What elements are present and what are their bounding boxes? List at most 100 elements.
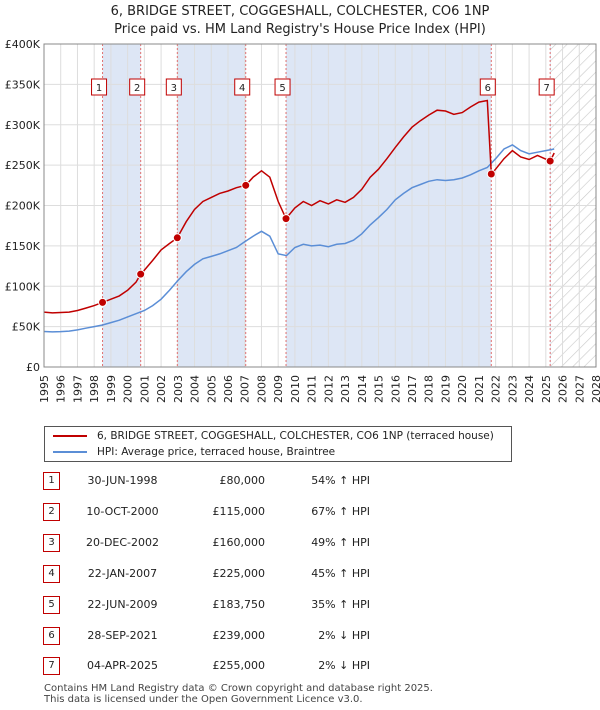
sale-hpi-change: 35% ↑ HPI: [311, 598, 370, 611]
chart-title: 6, BRIDGE STREET, COGGESHALL, COLCHESTER…: [110, 4, 490, 19]
sale-price: £160,000: [212, 536, 266, 549]
sale-point: [486, 169, 496, 179]
sale-point: [281, 214, 291, 224]
sale-label-box: 1: [91, 78, 108, 96]
y-tick-label: £400K: [5, 38, 41, 51]
x-tick-label: 2002: [155, 375, 168, 403]
price-chart: £0 £50K £100K £150K £200K £250K £300K £350K £400…: [5, 38, 600, 403]
x-tick-label: 1997: [71, 375, 84, 403]
legend-hpi-label: HPI: Average price, terraced house, Brai…: [97, 446, 336, 458]
sale-date: 22-JAN-2007: [87, 567, 158, 580]
sale-row: 2 10-OCT-2000 £115,000 67% ↑ HPI: [0, 501, 600, 525]
legend-property-label: 6, BRIDGE STREET, COGGESHALL, COLCHESTER…: [97, 430, 494, 442]
sale-price: £115,000: [212, 505, 266, 518]
sale-point: [241, 180, 251, 190]
sale-price: £225,000: [212, 567, 266, 580]
footer-licence: This data is licensed under the Open Gov…: [44, 694, 363, 705]
sale-row: 1 30-JUN-1998 £80,000 54% ↑ HPI: [0, 470, 600, 494]
sale-number-badge: 2: [43, 503, 60, 521]
sale-label-frame: [165, 78, 182, 96]
sale-row: 5 22-JUN-2009 £183,750 35% ↑ HPI: [0, 594, 600, 618]
x-tick-label: 2014: [356, 375, 369, 403]
sale-label-frame: [274, 78, 291, 96]
sale-date: 20-DEC-2002: [85, 536, 160, 549]
sale-date: 04-APR-2025: [86, 659, 159, 672]
sale-label-number: 3: [171, 83, 177, 94]
y-tick-label: £150K: [5, 240, 41, 253]
x-tick-label: 1998: [88, 375, 101, 403]
sale-label-box: 3: [165, 78, 182, 96]
sale-label-frame: [479, 78, 496, 96]
x-tick-label: 2013: [339, 375, 352, 403]
x-tick-label: 2015: [373, 375, 386, 403]
sale-label-number: 4: [239, 83, 245, 94]
sale-row: 6 28-SEP-2021 £239,000 2% ↓ HPI: [0, 625, 600, 649]
sale-point: [136, 269, 146, 279]
y-tick-label: £350K: [5, 78, 41, 91]
sale-price: £239,000: [212, 629, 266, 642]
sale-point: [545, 156, 555, 166]
sale-date: 22-JUN-2009: [87, 598, 158, 611]
x-tick-label: 2004: [189, 375, 202, 403]
x-tick-label: 2016: [389, 375, 402, 403]
sale-row: 4 22-JAN-2007 £225,000 45% ↑ HPI: [0, 563, 600, 587]
sale-label-frame: [234, 78, 251, 96]
sale-label-box: 6: [479, 78, 496, 96]
sale-label-number: 1: [96, 83, 102, 94]
x-tick-label: 2007: [239, 375, 252, 403]
sale-date: 10-OCT-2000: [86, 505, 159, 518]
y-tick-label: £250K: [5, 159, 41, 172]
x-tick-label: 2025: [540, 375, 553, 403]
x-tick-label: 2021: [473, 375, 486, 403]
x-tick-label: 2020: [456, 375, 469, 403]
footer-copyright: Contains HM Land Registry data © Crown c…: [44, 683, 433, 694]
legend-property-swatch: [53, 435, 87, 437]
sale-number-badge: 1: [43, 472, 60, 490]
sale-label-number: 2: [134, 83, 140, 94]
sale-hpi-change: 45% ↑ HPI: [311, 567, 370, 580]
sale-hpi-change: 2% ↓ HPI: [318, 659, 370, 672]
x-tick-label: 2022: [490, 375, 503, 403]
x-tick-label: 2010: [289, 375, 302, 403]
sale-label-number: 6: [485, 83, 491, 94]
sale-label-number: 5: [279, 83, 285, 94]
y-tick-label: £0: [26, 361, 40, 374]
x-tick-label: 2027: [573, 375, 586, 403]
x-tick-label: 2024: [523, 375, 536, 403]
x-tick-label: 2017: [406, 375, 419, 403]
sale-label-box: 4: [234, 78, 251, 96]
sale-date: 28-SEP-2021: [87, 629, 158, 642]
x-tick-label: 2026: [557, 375, 570, 403]
sale-number-badge: 4: [43, 565, 60, 583]
sale-hpi-change: 49% ↑ HPI: [311, 536, 370, 549]
sale-hpi-change: 54% ↑ HPI: [311, 474, 370, 487]
legend-hpi-swatch: [53, 451, 87, 453]
sale-label-frame: [91, 78, 108, 96]
chart-subtitle: Price paid vs. HM Land Registry's House …: [114, 22, 486, 37]
x-tick-label: 2008: [255, 375, 268, 403]
x-tick-label: 2001: [138, 375, 151, 403]
x-tick-label: 2006: [222, 375, 235, 403]
sale-row: 7 04-APR-2025 £255,000 2% ↓ HPI: [0, 655, 600, 679]
sale-number-badge: 6: [43, 627, 60, 645]
sale-label-box: 2: [129, 78, 146, 96]
sale-label-frame: [129, 78, 146, 96]
y-tick-label: £50K: [12, 321, 41, 334]
hpi-series-line: [43, 144, 555, 333]
property-series-line: [43, 99, 555, 314]
sale-price: £183,750: [212, 598, 266, 611]
plot-border: [43, 43, 597, 368]
sale-point: [98, 297, 108, 307]
sale-number-badge: 7: [43, 657, 60, 675]
sale-hpi-change: 67% ↑ HPI: [311, 505, 370, 518]
sale-date: 30-JUN-1998: [87, 474, 158, 487]
x-tick-label: 1996: [55, 375, 68, 403]
x-tick-label: 2019: [439, 375, 452, 403]
sale-label-box: 5: [274, 78, 291, 96]
y-tick-label: £300K: [5, 119, 41, 132]
y-tick-label: £200K: [5, 200, 41, 213]
x-tick-label: 2003: [172, 375, 185, 403]
sale-label-box: 7: [538, 78, 555, 96]
sale-number-badge: 3: [43, 534, 60, 552]
sale-label-number: 7: [543, 83, 549, 94]
